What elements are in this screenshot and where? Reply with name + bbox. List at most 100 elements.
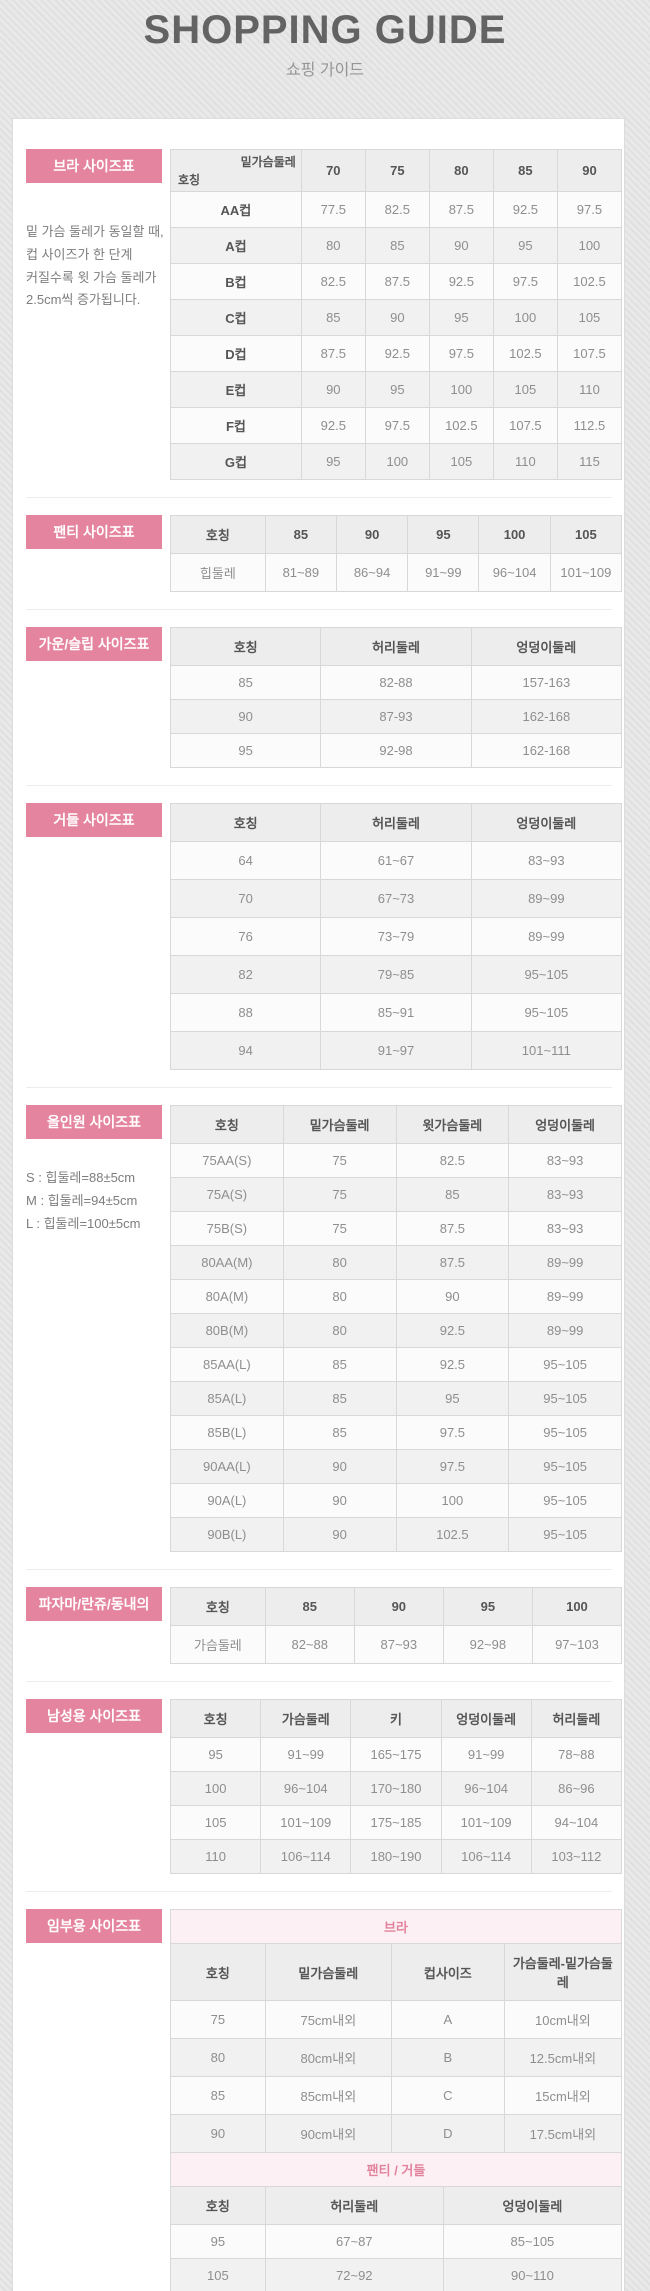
table-cell: 107.5 (556, 335, 623, 372)
table-header-cell: 75 (364, 149, 430, 192)
table-row: 80AA(M) 80 87.5 89~99 (170, 1245, 622, 1280)
table-cell: 85A(L) (170, 1381, 284, 1416)
table-row: 105 101~109 175~185 101~109 94~104 (169, 1805, 623, 1840)
table-row: 95 91~99 165~175 91~99 78~88 (169, 1737, 623, 1772)
table-row: 82 79~85 95~105 (169, 955, 623, 994)
table-cell: 92.5 (395, 1347, 510, 1382)
table-cell: 100 (556, 227, 623, 264)
section-label-mens: 남성용 사이즈표 (26, 1699, 162, 1733)
table-header-cell: 엉덩이둘레 (470, 803, 623, 842)
table-cell: 102.5 (492, 335, 558, 372)
table-cell: 83~93 (508, 1143, 622, 1178)
table-cell: 82.5 (300, 263, 366, 300)
table-cell: 97.5 (428, 335, 494, 372)
table-header-cell: 80 (428, 149, 494, 192)
table-cell: 100 (492, 299, 558, 336)
section-label-panty: 팬티 사이즈표 (26, 515, 162, 549)
all-in-one-size-table: 호칭 밑가슴둘레 윗가슴둘레 엉덩이둘레 75AA(S) 75 82.5 83~93 75A(… (170, 1105, 622, 1552)
table-header-cell: 105 (549, 515, 623, 554)
table-header-cell: 85 (492, 149, 558, 192)
table-cell: 89~99 (508, 1245, 622, 1280)
table-header-cell: 호칭 (170, 2186, 266, 2225)
section-maternity: 임부용 사이즈표 브라 호칭 밑가슴둘레 컵사이즈 가슴둘레-밑가슴둘레 75 75cm… (26, 1909, 623, 2291)
section-all-in-one: 올인원 사이즈표 S : 힙둘레=88±5cm M : 힙둘레=94±5cm L… (26, 1105, 622, 1552)
table-cell: 82.5 (395, 1143, 510, 1178)
table-header-cell: 엉덩이둘레 (508, 1105, 622, 1144)
table-cell: 85AA(L) (170, 1347, 284, 1382)
table-cell: 91~99 (260, 1737, 352, 1772)
section-bra-table-col: 밑가슴둘레 호칭 70 75 80 85 90 AA컵 77.5 82.5 87.5 92.5 9… (170, 149, 623, 480)
table-cell: E컵 (170, 371, 302, 408)
table-row: 가슴둘레 82~88 87~93 92~98 97~103 (170, 1625, 623, 1664)
table-header-cell: 엉덩이둘레 (440, 1699, 532, 1738)
table-cell: 100 (428, 371, 494, 408)
table-row: 80 80cm내외 B 12.5cm내외 (170, 2038, 623, 2077)
table-header-cell: 호칭 (170, 1105, 284, 1144)
table-header-cell: 95 (407, 515, 480, 554)
table-row: 85 85cm내외 C 15cm내외 (170, 2076, 623, 2115)
section-mens: 남성용 사이즈표 호칭 가슴둘레 키 엉덩이둘레 허리둘레 95 91~99 165~175… (26, 1699, 623, 1874)
table-cell: 90 (170, 2114, 266, 2153)
table-header-row: 호칭 85 90 95 100 (170, 1587, 623, 1626)
table-cell: 85 (282, 1415, 397, 1450)
table-cell: 105 (492, 371, 558, 408)
section-gown-slip: 가운/슬립 사이즈표 호칭 허리둘레 엉덩이둘레 85 82-88 157-163 90 8… (26, 627, 623, 768)
table-cell: 가슴둘레 (170, 1625, 266, 1664)
table-row: 70 67~73 89~99 (169, 879, 623, 918)
panty-size-table: 호칭 85 90 95 100 105 힙둘레 81~89 86~94 91~99 96~104 1… (170, 515, 623, 592)
table-cell: 85 (170, 2076, 266, 2115)
table-row: 105 72~92 90~110 (170, 2258, 623, 2291)
table-cell: 75AA(S) (170, 1143, 284, 1178)
section-divider (26, 785, 612, 786)
table-header-cell: 키 (350, 1699, 442, 1738)
table-cell: 95~105 (508, 1449, 622, 1484)
table-cell: 88 (169, 993, 322, 1032)
table-cell: 97.5 (395, 1415, 510, 1450)
table-row: 64 61~67 83~93 (169, 841, 623, 880)
table-cell: 82 (169, 955, 322, 994)
table-row: A컵 80 85 90 95 100 (170, 227, 623, 264)
section-panty-side: 팬티 사이즈표 (26, 515, 170, 549)
table-row: 95 67~87 85~105 (170, 2224, 623, 2259)
table-header-cell: 밑가슴둘레 (282, 1105, 397, 1144)
section-label-bra: 브라 사이즈표 (26, 149, 162, 183)
table-cell: 85 (282, 1381, 397, 1416)
table-cell: 102.5 (556, 263, 623, 300)
table-cell: 80B(M) (170, 1313, 284, 1348)
table-cell: 101~109 (260, 1805, 352, 1840)
table-cell: 87~93 (353, 1625, 444, 1664)
band-label: 팬티 / 거들 (170, 2152, 622, 2187)
section-label-girdle: 거들 사이즈표 (26, 803, 162, 837)
table-cell: 162-168 (470, 699, 623, 734)
table-header-cell: 허리둘레 (264, 2186, 444, 2225)
table-cell: 90 (282, 1517, 397, 1552)
table-cell: 79~85 (320, 955, 472, 994)
table-cell: 87.5 (364, 263, 430, 300)
gown-slip-size-table: 호칭 허리둘레 엉덩이둘레 85 82-88 157-163 90 87-93 162-168… (169, 627, 623, 768)
maternity-bra-size-table: 브라 호칭 밑가슴둘레 컵사이즈 가슴둘레-밑가슴둘레 75 75cm내외 A 10cm내외… (170, 1909, 623, 2153)
table-cell: 89~99 (508, 1279, 622, 1314)
table-cell: 95~105 (508, 1415, 622, 1450)
table-cell: 90 (395, 1279, 510, 1314)
table-row: 94 91~97 101~111 (169, 1031, 623, 1070)
table-cell: 97.5 (556, 191, 623, 228)
table-cell: 180~190 (350, 1839, 442, 1874)
table-row: 85B(L) 85 97.5 95~105 (170, 1415, 622, 1450)
bra-note: 밑 가슴 둘레가 동일할 때, 컵 사이즈가 한 단계 커질수록 윗 가슴 둘레… (26, 224, 164, 308)
content-panel: 브라 사이즈표 밑 가슴 둘레가 동일할 때, 컵 사이즈가 한 단계 커질수록… (12, 118, 625, 2291)
page-subtitle: 쇼핑 가이드 (285, 62, 365, 79)
table-cell: 85~91 (320, 993, 472, 1032)
table-cell: 70 (169, 879, 322, 918)
table-row: 80B(M) 80 92.5 89~99 (170, 1313, 622, 1348)
table-cell: 85 (300, 299, 366, 336)
table-cell: 97.5 (364, 407, 430, 444)
table-row: 90A(L) 90 100 95~105 (170, 1483, 622, 1518)
table-cell: 102.5 (395, 1517, 510, 1552)
table-row: AA컵 77.5 82.5 87.5 92.5 97.5 (170, 191, 623, 228)
table-cell: A (390, 2000, 505, 2039)
table-cell: 100 (364, 443, 430, 480)
table-header-cell: 호칭 (169, 1699, 262, 1738)
table-cell: 106~114 (440, 1839, 532, 1874)
section-bra: 브라 사이즈표 밑 가슴 둘레가 동일할 때, 컵 사이즈가 한 단계 커질수록… (26, 149, 623, 480)
table-header-row: 호칭 가슴둘레 키 엉덩이둘레 허리둘레 (169, 1699, 623, 1738)
